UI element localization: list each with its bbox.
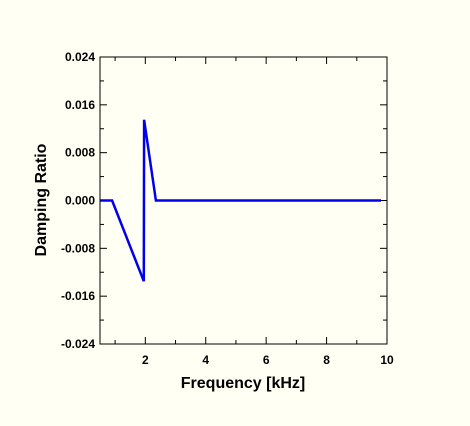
y-axis-ticks: 0.024 0.016 0.008 0.000 -0.008 -0.016 -0.024 [61,50,387,351]
x-tick-label: 8 [323,353,330,367]
plot-frame [99,56,388,345]
y-tick-label: -0.016 [61,289,95,303]
x-axis-title: Frequency [kHz] [181,375,305,392]
series-line [100,119,381,282]
y-tick-label: 0.008 [65,146,95,160]
x-tick-label: 6 [263,353,270,367]
x-tick-label: 2 [142,353,149,367]
x-tick-label: 4 [202,353,209,367]
y-tick-label: -0.008 [61,241,95,255]
y-tick-label: -0.024 [61,337,95,351]
x-tick-label: 10 [380,353,394,367]
y-tick-label: 0.016 [65,98,95,112]
y-minor-ticks [100,80,387,321]
series-layer [100,119,381,282]
y-tick-label: 0.024 [65,50,95,64]
y-axis-title: Damping Ratio [33,143,50,256]
y-tick-label: 0.000 [65,194,95,208]
x-minor-ticks [114,57,358,344]
